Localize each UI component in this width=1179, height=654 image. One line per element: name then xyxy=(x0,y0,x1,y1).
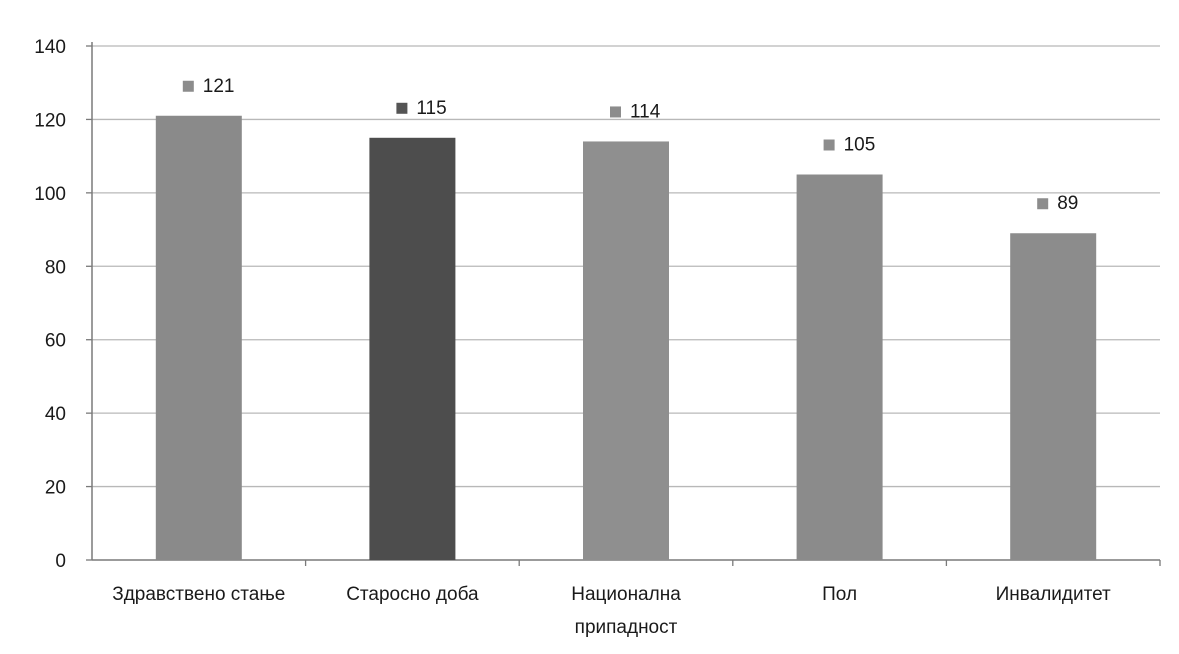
category-label: Здравствено стање xyxy=(112,584,285,605)
bar xyxy=(583,141,669,560)
data-labels: 121 115 114 105 89 xyxy=(182,76,1078,214)
category-label: Пол xyxy=(822,584,857,605)
data-label: 114 xyxy=(630,101,661,122)
category-label: Старосно доба xyxy=(346,584,479,605)
y-tick-label: 20 xyxy=(45,478,66,499)
category-label-line: Старосно доба xyxy=(346,584,479,605)
category-label: Инвалидитет xyxy=(996,584,1111,605)
y-tick-label: 120 xyxy=(34,110,66,131)
data-label: 105 xyxy=(844,135,876,156)
y-tick-label: 140 xyxy=(34,37,66,58)
y-tick-label: 0 xyxy=(55,551,66,572)
category-label-line: Здравствено стање xyxy=(112,584,285,605)
y-tick-labels: 0 20 40 60 80 100 120 140 xyxy=(34,37,66,572)
data-label-marker xyxy=(823,139,835,151)
bar xyxy=(369,137,456,561)
category-label-line: припадност xyxy=(575,617,678,638)
y-tick-label: 60 xyxy=(45,331,66,352)
data-label-marker xyxy=(610,106,621,118)
bars xyxy=(155,115,1097,561)
data-label-marker xyxy=(1037,198,1049,210)
bar xyxy=(155,115,242,560)
bar xyxy=(1010,233,1097,560)
data-label-marker xyxy=(396,102,408,114)
data-label-marker xyxy=(182,80,194,92)
category-label-line: Национална xyxy=(571,584,681,605)
category-labels: Здравствено стање Старосно доба Национална… xyxy=(112,584,1111,638)
data-label: 89 xyxy=(1057,193,1078,214)
y-tick-label: 100 xyxy=(34,184,66,205)
y-tick-label: 80 xyxy=(45,257,66,278)
category-label: Национална припадност xyxy=(571,584,681,638)
category-label-line: Пол xyxy=(822,584,857,605)
y-tick-label: 40 xyxy=(45,404,66,425)
bar xyxy=(796,174,883,560)
data-label: 121 xyxy=(203,76,235,97)
data-label: 115 xyxy=(416,98,446,119)
category-label-line: Инвалидитет xyxy=(996,584,1111,605)
